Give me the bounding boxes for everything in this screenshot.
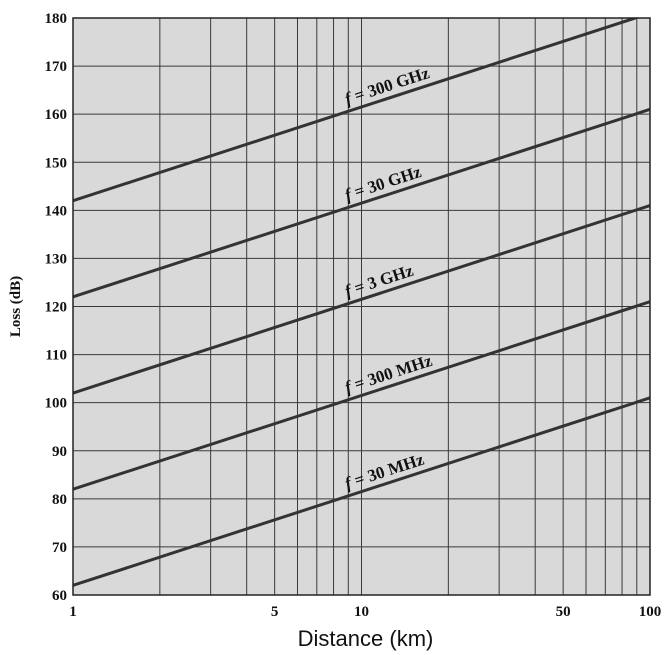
y-tick-label: 60: [52, 588, 67, 604]
series-line: [73, 18, 641, 203]
series-line: [73, 300, 650, 491]
series-line: [73, 204, 650, 395]
y-tick-label: 180: [45, 11, 68, 27]
y-tick-label: 70: [52, 540, 67, 556]
x-tick-label: 5: [271, 604, 279, 620]
y-tick-label: 130: [45, 251, 68, 267]
y-tick-label: 150: [45, 155, 68, 171]
x-tick-label: 50: [556, 604, 571, 620]
y-tick-label: 90: [52, 444, 67, 460]
y-tick-label: 110: [45, 348, 67, 364]
y-tick-label: 160: [45, 107, 68, 123]
series-line: [73, 396, 650, 587]
x-tick-label: 100: [639, 604, 662, 620]
plot-border: [72, 17, 651, 596]
y-axis-label: Loss (dB): [8, 276, 24, 337]
x-tick-label: 1: [69, 604, 77, 620]
series-line: [73, 107, 650, 299]
x-tick-labels: 1 5 10 50 100: [69, 604, 661, 620]
y-tick-labels: 60 70 80 90 100 110 120 130 140 150 160 170 180: [45, 11, 68, 604]
y-tick-label: 100: [45, 396, 68, 412]
y-tick-label: 80: [52, 492, 67, 508]
series-lines: [73, 18, 650, 587]
y-tick-label: 120: [45, 300, 68, 316]
x-tick-label: 10: [354, 604, 369, 620]
x-axis-label: Distance (km): [298, 626, 434, 651]
y-tick-label: 170: [45, 59, 68, 75]
y-tick-label: 140: [45, 203, 68, 219]
